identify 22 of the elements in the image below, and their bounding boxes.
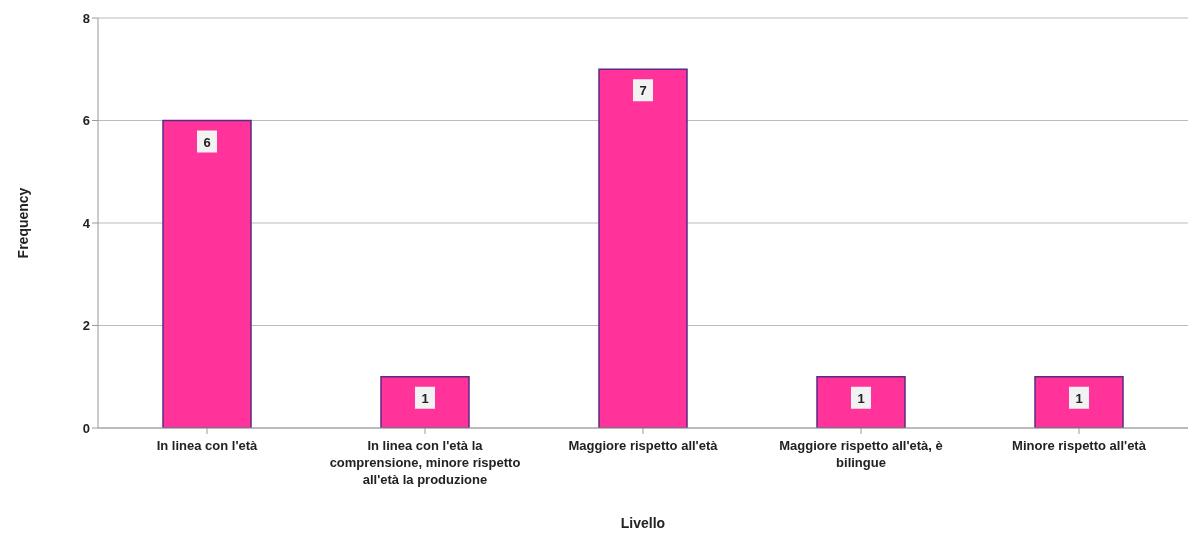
data-label: 7: [639, 83, 647, 99]
y-axis-title: Frequency: [14, 187, 31, 259]
y-tick-label: 6: [82, 113, 90, 129]
x-tick-label: In linea con l'età la comprensione, minore rispetto all'età la produzione: [329, 438, 521, 487]
data-label: 1: [857, 390, 865, 406]
x-tick-label: Minore rispetto all'età: [1012, 438, 1147, 453]
y-tick-label: 0: [82, 420, 90, 436]
x-tick-label: In linea con l'età: [156, 438, 259, 453]
bar: [162, 119, 252, 428]
bar: [816, 376, 906, 428]
y-tick-label: 2: [82, 318, 90, 334]
data-label: 1: [1075, 390, 1083, 406]
data-label: 1: [421, 390, 429, 406]
y-tick-label: 8: [82, 10, 90, 26]
x-axis-title: Livello: [620, 515, 666, 531]
x-tick-label: Maggiore rispetto all'età: [568, 438, 719, 453]
x-tick-label: Maggiore rispetto all'età, è bilingue: [779, 438, 943, 470]
bar: [380, 376, 470, 428]
y-tick-label: 4: [82, 215, 91, 231]
bar: [1034, 376, 1124, 428]
bar: [598, 68, 688, 428]
data-label: 6: [203, 134, 211, 150]
